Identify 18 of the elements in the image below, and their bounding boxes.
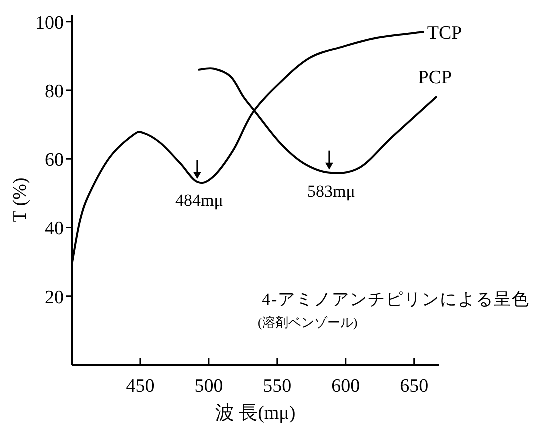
x-tick-label: 550 [263, 376, 292, 397]
annotation: 4-アミノアンチピリンによる呈色 [262, 290, 530, 309]
annotation: 583mμ [308, 182, 356, 201]
x-tick-label: 650 [400, 376, 429, 397]
annotation: 484mμ [176, 191, 224, 210]
y-tick-label: 40 [45, 218, 64, 240]
x-axis-title: 波 長(mμ) [215, 403, 296, 424]
annotation: (溶剤ベンゾール) [258, 315, 358, 330]
y-tick-label: 60 [45, 150, 64, 172]
x-tick-label: 500 [194, 376, 224, 397]
x-tick-label: 600 [332, 376, 360, 397]
y-axis-title: T (%) [10, 178, 31, 222]
y-tick-label: 20 [45, 287, 64, 308]
series-label: TCP [427, 23, 462, 44]
series-label: PCP [418, 67, 452, 88]
y-tick-label: 80 [45, 81, 64, 102]
y-tick-label: 100 [36, 12, 64, 34]
x-tick-label: 450 [126, 376, 155, 397]
